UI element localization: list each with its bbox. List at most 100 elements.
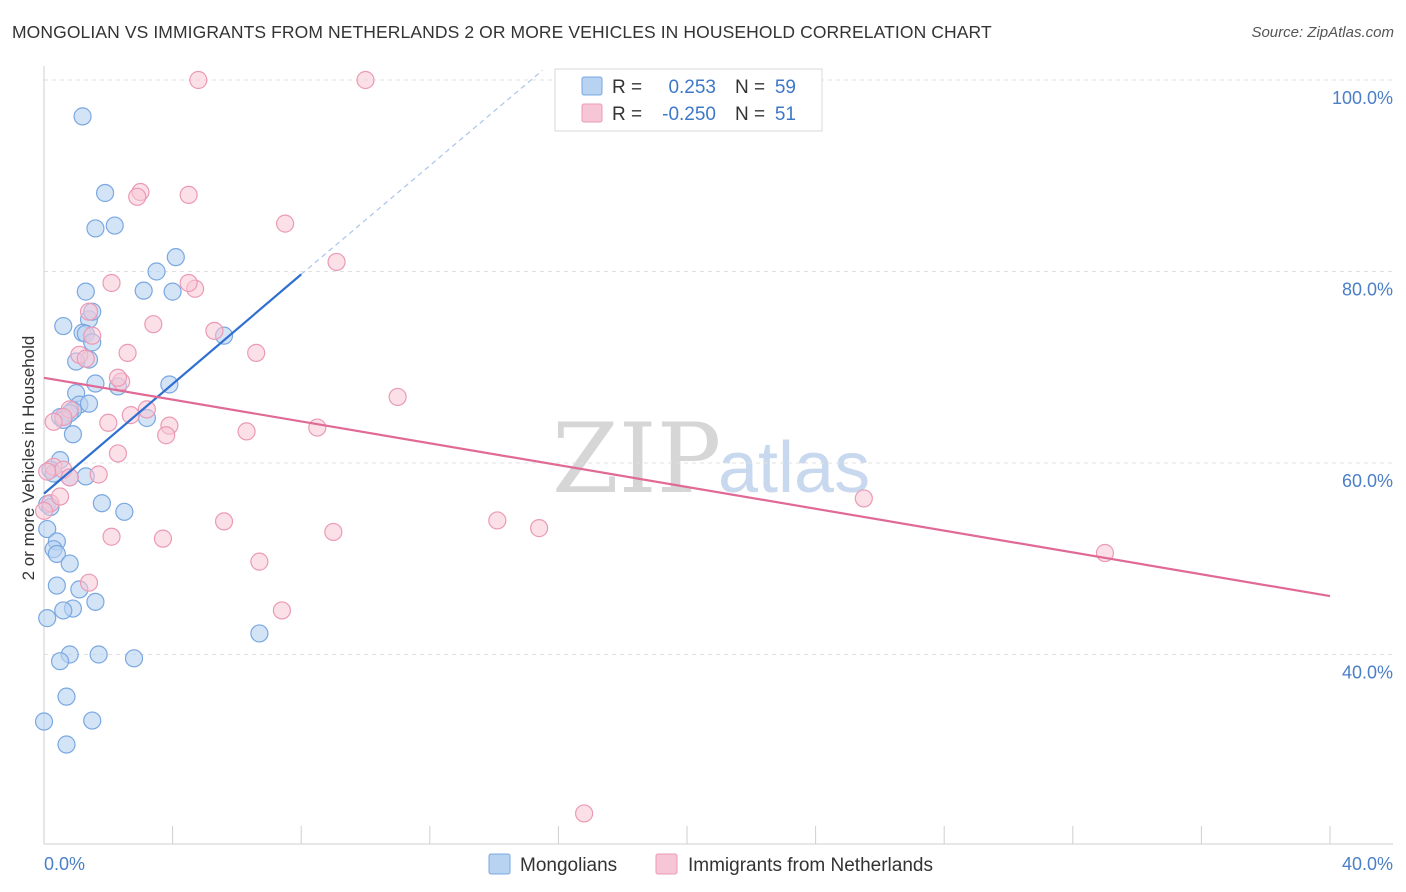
netherlands-point [276, 214, 295, 233]
legend-swatch-blue [581, 76, 603, 96]
mongolians-points [34, 107, 269, 754]
mongolians-point [86, 374, 105, 393]
mongolians-point [47, 544, 66, 564]
netherlands-point [179, 185, 198, 204]
netherlands-point [60, 468, 79, 487]
bottom-legend-label-netherlands: Immigrants from Netherlands [688, 855, 933, 876]
mongolians-point [34, 712, 54, 731]
mongolians-point [57, 687, 76, 706]
netherlands-point [89, 465, 108, 484]
mongolians-point [50, 652, 70, 671]
netherlands-point [99, 413, 118, 432]
mongolians-point [160, 375, 179, 394]
correlation-legend: R = 0.253 N = 59 R = -0.250 N = 51 [554, 68, 823, 132]
legend-n-label-blue: N = [735, 77, 765, 98]
mongolians-point [83, 711, 102, 730]
legend-n-value-blue: 59 [775, 77, 796, 98]
netherlands-point [79, 302, 99, 321]
x-tick-label-min: 0.0% [44, 854, 85, 874]
netherlands-point [108, 444, 128, 463]
mongolians-point [63, 425, 83, 444]
netherlands-point [356, 70, 375, 90]
netherlands-point [44, 412, 63, 431]
mongolians-point [86, 592, 105, 611]
netherlands-point [118, 343, 137, 362]
netherlands-trend-line [43, 376, 1331, 598]
mongolians-trend-line [43, 273, 302, 495]
netherlands-point [247, 343, 266, 362]
netherlands-point [237, 422, 256, 441]
y-tick-label: 100.0% [1332, 88, 1393, 108]
mongolians-point [92, 494, 111, 513]
mongolians-point [76, 282, 95, 301]
netherlands-point [388, 387, 407, 407]
netherlands-point [272, 601, 292, 620]
netherlands-point [205, 321, 224, 340]
netherlands-point [324, 522, 343, 542]
y-axis-title: 2 or more Vehicles in Household [19, 336, 38, 581]
legend-r-value-blue: 0.253 [668, 77, 716, 98]
y-tick-labels: 100.0% 80.0% 60.0% 40.0% [1332, 88, 1393, 683]
y-tick-label: 60.0% [1342, 471, 1393, 491]
mongolians-point [166, 248, 185, 267]
netherlands-point [144, 315, 163, 334]
netherlands-point [308, 418, 327, 437]
bottom-legend-swatch-netherlands [655, 853, 678, 875]
netherlands-point [575, 804, 594, 823]
mongolians-point [86, 219, 105, 238]
mongolians-point [134, 281, 153, 300]
watermark-zip: ZIP [552, 403, 721, 515]
netherlands-point [76, 349, 95, 368]
netherlands-point [102, 527, 121, 546]
legend-n-label-pink: N = [735, 104, 765, 125]
netherlands-point [38, 462, 57, 481]
netherlands-point [250, 552, 269, 571]
bottom-legend-label-mongolians: Mongolians [520, 855, 617, 876]
netherlands-point [157, 426, 176, 445]
mongolians-point [95, 183, 115, 203]
netherlands-point [108, 368, 128, 387]
mongolians-point [163, 282, 182, 301]
legend-r-label-blue: R = [612, 77, 642, 98]
watermark-atlas: atlas [718, 428, 870, 508]
mongolians-point [105, 216, 124, 235]
mongolians-point [147, 262, 166, 281]
mongolians-point [38, 609, 57, 628]
x-tick-label-max: 40.0% [1342, 854, 1393, 874]
mongolians-point [47, 576, 66, 595]
netherlands-point [50, 487, 70, 506]
mongolians-point [54, 316, 73, 336]
source-credit: Source: ZipAtlas.com [1251, 24, 1394, 41]
netherlands-point [327, 252, 346, 272]
legend-r-label-pink: R = [612, 104, 642, 125]
netherlands-point [854, 489, 873, 508]
mongolians-point [124, 649, 144, 668]
mongolians-point [38, 519, 57, 539]
netherlands-point [79, 573, 99, 592]
mongolians-point [250, 624, 269, 643]
legend-n-value-pink: 51 [775, 104, 796, 125]
netherlands-point [83, 326, 102, 345]
legend-r-value-pink: -0.250 [662, 104, 716, 125]
y-tick-label: 80.0% [1342, 280, 1393, 300]
netherlands-point [179, 273, 198, 293]
netherlands-point [214, 512, 234, 531]
mongolians-point [73, 107, 92, 126]
mongolians-trend-extension [300, 69, 543, 275]
bottom-legend-swatch-mongolians [488, 853, 511, 875]
gridlines [44, 79, 1393, 655]
mongolians-point [89, 645, 108, 664]
netherlands-point [137, 400, 156, 419]
trend-lines [43, 69, 1331, 598]
netherlands-points [34, 70, 1115, 823]
netherlands-point [128, 187, 147, 206]
legend-swatch-pink [581, 103, 603, 123]
chart-title: MONGOLIAN VS IMMIGRANTS FROM NETHERLANDS… [12, 22, 992, 42]
y-tick-label: 40.0% [1342, 663, 1393, 683]
series-legend: Mongolians Immigrants from Netherlands [488, 853, 933, 876]
netherlands-point [153, 529, 173, 548]
netherlands-point [121, 406, 140, 425]
mongolians-point [57, 735, 76, 754]
mongolians-point [54, 601, 73, 620]
